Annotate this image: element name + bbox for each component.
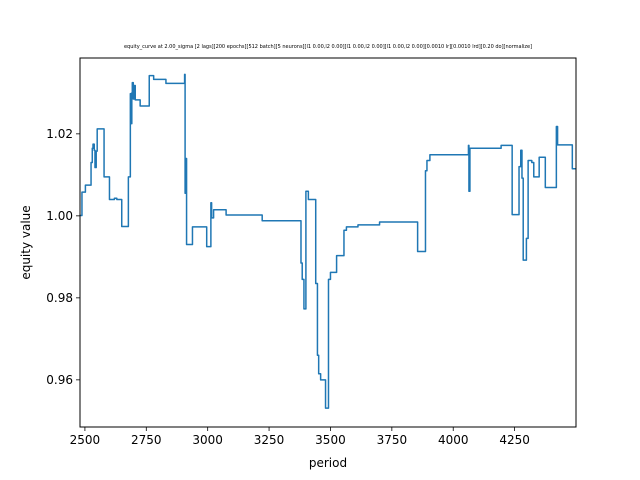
x-tick-label: 3250 bbox=[254, 433, 285, 447]
y-tick-label: 1.00 bbox=[46, 209, 73, 223]
x-tick-label: 3500 bbox=[315, 433, 346, 447]
x-tick-label: 2750 bbox=[131, 433, 162, 447]
y-tick-label: 1.02 bbox=[46, 127, 73, 141]
y-tick-label: 0.98 bbox=[46, 291, 73, 305]
plot-area bbox=[80, 73, 576, 409]
x-tick-label: 2500 bbox=[70, 433, 101, 447]
chart-title: equity_curve at 2.00_sigma [2 lags][200 … bbox=[124, 44, 532, 50]
y-axis-label: equity value bbox=[19, 205, 33, 279]
y-tick-label: 0.96 bbox=[46, 373, 73, 387]
x-tick-label: 3750 bbox=[377, 433, 408, 447]
plot-frame bbox=[79, 57, 577, 428]
x-tick-label: 4250 bbox=[499, 433, 530, 447]
x-axis-label: period bbox=[309, 456, 347, 470]
x-tick-label: 4000 bbox=[438, 433, 469, 447]
x-tick-label: 3000 bbox=[192, 433, 223, 447]
series-line-0 bbox=[80, 73, 576, 409]
axis-ticks: 2500 2750 3000 3250 3500 3750 4000 4250 0.96 0.98… bbox=[46, 127, 530, 447]
